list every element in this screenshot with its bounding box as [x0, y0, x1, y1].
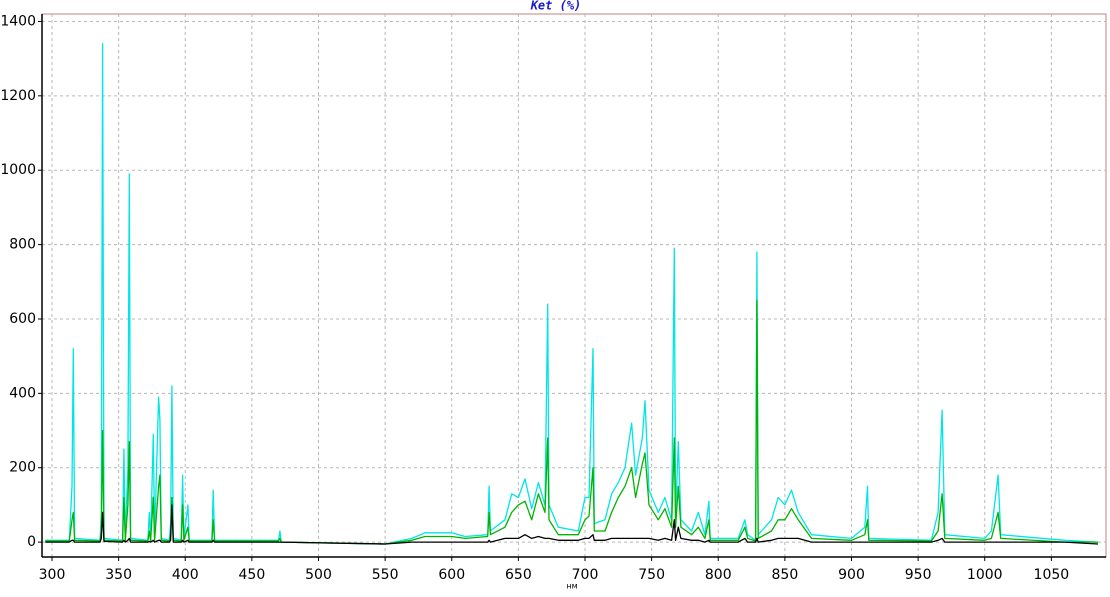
y-tick-label: 200 — [9, 460, 36, 476]
x-tick-label: 300 — [39, 567, 66, 583]
x-tick-label: 500 — [305, 567, 332, 583]
x-tick-label: 600 — [438, 567, 465, 583]
x-tick-label: 950 — [905, 567, 932, 583]
x-axis-label: нм — [566, 582, 577, 591]
plot-area — [41, 13, 1107, 558]
y-tick-label: 1200 — [0, 88, 36, 104]
y-tick-label: 600 — [9, 311, 36, 327]
y-tick-label: 1400 — [0, 13, 36, 29]
x-tick-label: 1050 — [1034, 567, 1070, 583]
x-tick-label: 450 — [239, 567, 266, 583]
y-tick-label: 400 — [9, 385, 36, 401]
y-tick-label: 0 — [27, 534, 36, 550]
x-tick-label: 800 — [705, 567, 732, 583]
x-tick-label: 850 — [772, 567, 799, 583]
y-tick-label: 800 — [9, 237, 36, 253]
y-tick-label: 1000 — [0, 162, 36, 178]
series-line — [45, 43, 1099, 545]
x-tick-label: 1000 — [967, 567, 1003, 583]
x-tick-label: 750 — [638, 567, 665, 583]
x-tick-label: 400 — [172, 567, 199, 583]
x-tick-label: 650 — [505, 567, 532, 583]
x-tick-label: 350 — [105, 567, 132, 583]
series-line — [45, 504, 1099, 545]
x-tick-label: 700 — [572, 567, 599, 583]
x-tick-label: 550 — [372, 567, 399, 583]
x-tick-label: 900 — [838, 567, 865, 583]
chart-title: Ket (%) — [530, 0, 582, 13]
series-line — [45, 299, 1098, 545]
